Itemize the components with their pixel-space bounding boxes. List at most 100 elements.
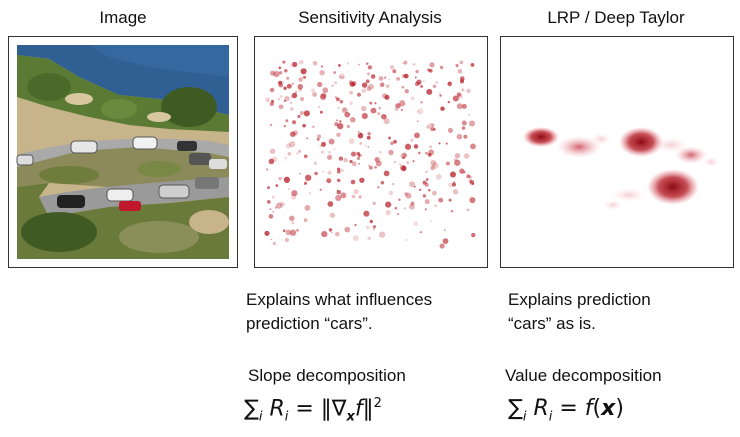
sensitivity-speckle: [415, 69, 419, 74]
sensitivity-speckle: [419, 231, 422, 234]
sensitivity-speckle: [370, 74, 376, 79]
sensitivity-speckle: [349, 81, 355, 87]
sensitivity-speckle: [328, 138, 335, 145]
sensitivity-speckle: [297, 114, 301, 119]
sensitivity-speckle: [430, 127, 435, 132]
sensitivity-speckle: [275, 202, 283, 209]
sensitivity-speckle: [268, 158, 275, 165]
sensitivity-speckle: [432, 84, 437, 89]
sensitivity-speckle: [447, 127, 454, 133]
sensitivity-speckle: [369, 101, 373, 105]
sensitivity-speckle: [438, 197, 444, 203]
sensitivity-speckle: [386, 84, 390, 88]
sensitivity-speckle: [359, 177, 365, 183]
sensitivity-speckle: [359, 141, 363, 145]
sensitivity-speckle: [344, 111, 350, 118]
sensitivity-speckle: [340, 192, 347, 199]
sensitivity-speckle: [395, 103, 401, 109]
sensitivity-speckle: [336, 189, 339, 192]
sensitivity-speckle: [300, 96, 305, 102]
sensitivity-speckle: [297, 83, 304, 90]
sensitivity-speckle: [352, 235, 359, 241]
sensitivity-speckle: [357, 130, 360, 134]
sensitivity-speckle: [337, 106, 341, 110]
sensitivity-speckle: [445, 142, 448, 145]
sensitivity-speckle: [321, 230, 328, 238]
sensitivity-speckle: [294, 91, 298, 94]
sensitivity-speckle: [443, 229, 446, 232]
sensitivity-speckle: [409, 181, 415, 188]
sensitivity-speckle: [308, 191, 312, 195]
sensitivity-heatmap: [264, 59, 476, 249]
sensitivity-speckle: [296, 228, 299, 232]
sensitivity-speckle: [461, 103, 467, 109]
sensitivity-speckle: [449, 171, 457, 178]
sensitivity-speckle: [425, 151, 428, 155]
slope-decomposition-label: Slope decomposition: [248, 366, 406, 385]
sensitivity-speckle: [408, 203, 415, 210]
sensitivity-speckle: [264, 230, 270, 236]
sensitivity-speckle: [419, 188, 422, 192]
sensitivity-speckle: [331, 84, 334, 87]
sensitivity-speckle: [303, 218, 307, 221]
sensitivity-speckle: [342, 107, 347, 112]
sensitivity-speckle: [410, 96, 415, 101]
sensitivity-speckle: [402, 152, 408, 158]
sensitivity-speckle: [403, 60, 408, 65]
sensitivity-speckle: [278, 176, 282, 181]
sensitivity-speckle: [278, 80, 283, 85]
sensitivity-speckle: [390, 141, 394, 146]
sensitivity-speckle: [283, 176, 291, 183]
sensitivity-caption-line-2: prediction “cars”.: [246, 314, 373, 333]
sensitivity-speckle: [429, 62, 435, 68]
sensitivity-speckle: [337, 123, 344, 130]
sensitivity-speckle: [455, 64, 459, 68]
sensitivity-speckle: [339, 168, 344, 173]
sensitivity-speckle: [291, 92, 298, 99]
sensitivity-speckle: [438, 92, 441, 95]
sensitivity-speckle: [468, 113, 471, 116]
sensitivity-speckle: [336, 178, 341, 183]
sensitivity-speckle: [285, 143, 292, 149]
sensitivity-speckle: [275, 184, 279, 187]
sensitivity-speckle: [452, 182, 456, 187]
sensitivity-speckle: [428, 149, 435, 156]
sensitivity-speckle: [290, 131, 296, 137]
sensitivity-speckle: [334, 231, 340, 237]
sensitivity-speckle: [299, 172, 301, 175]
sensitivity-speckle: [303, 182, 307, 185]
sensitivity-speckle: [349, 159, 353, 164]
sensitivity-speckle: [396, 212, 400, 216]
sensitivity-speckle: [358, 195, 362, 199]
sensitivity-speckle: [361, 82, 368, 88]
sensitivity-speckle: [469, 197, 476, 204]
sensitivity-speckle: [358, 63, 360, 66]
sensitivity-speckle: [400, 152, 407, 159]
sensitivity-speckle: [367, 65, 373, 70]
sensitivity-speckle: [456, 133, 463, 140]
sensitivity-speckle: [285, 119, 289, 123]
sensitivity-speckle: [337, 170, 341, 174]
sensitivity-speckle: [365, 225, 370, 230]
sensitivity-speckle: [410, 201, 415, 206]
sensitivity-speckle: [432, 190, 437, 196]
sensitivity-speckle: [383, 170, 390, 177]
sensitivity-speckle: [289, 215, 295, 222]
sensitivity-speckle: [427, 68, 431, 72]
sensitivity-speckle: [456, 92, 462, 97]
input-image-panel: [8, 36, 238, 268]
sensitivity-speckle: [351, 194, 356, 199]
sensitivity-speckle: [268, 214, 274, 219]
sensitivity-speckle: [269, 148, 276, 154]
sensitivity-speckle: [414, 76, 417, 79]
sensitivity-speckle: [430, 160, 437, 166]
sensitivity-speckle: [366, 62, 369, 65]
sensitivity-speckle: [378, 231, 386, 238]
sensitivity-speckle: [314, 171, 318, 176]
sensitivity-speckle: [296, 152, 299, 155]
sensitivity-speckle: [369, 219, 373, 224]
sensitivity-speckle: [339, 100, 344, 104]
sensitivity-speckle: [354, 223, 357, 227]
sensitivity-speckle: [457, 69, 463, 74]
sensitivity-speckle: [280, 201, 285, 207]
